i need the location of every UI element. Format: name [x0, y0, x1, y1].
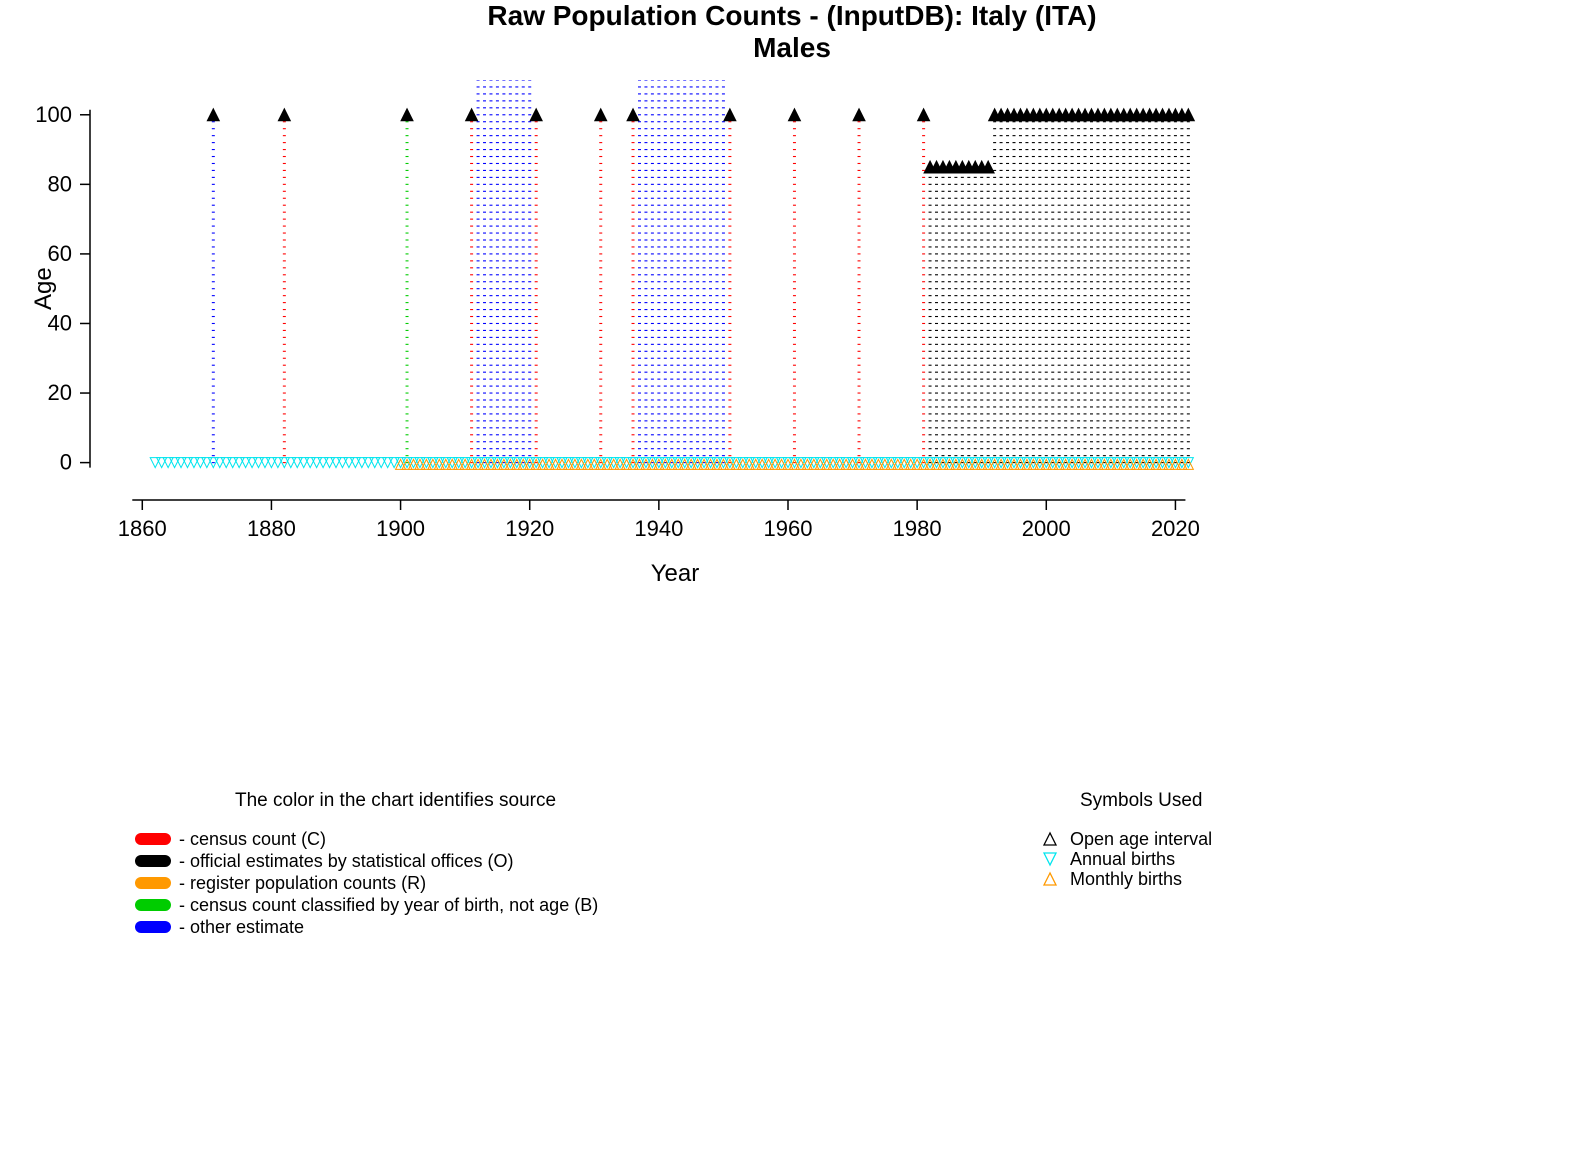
- legend-color-item: - register population counts (R): [135, 874, 426, 892]
- svg-text:0: 0: [60, 450, 72, 475]
- legend-swatch: [135, 921, 171, 933]
- legend-swatch: [135, 899, 171, 911]
- legend-color-label: - other estimate: [179, 918, 304, 936]
- legend-symbol-item: Monthly births: [1040, 870, 1182, 888]
- legend-symbol-item: Open age interval: [1040, 830, 1212, 848]
- legend-symbol-title: Symbols Used: [1080, 790, 1203, 812]
- legend-swatch: [135, 877, 171, 889]
- svg-text:1960: 1960: [764, 516, 813, 541]
- svg-text:20: 20: [48, 380, 72, 405]
- legend-color-label: - census count classified by year of bir…: [179, 896, 598, 914]
- svg-text:2020: 2020: [1151, 516, 1200, 541]
- legend-symbol-label: Open age interval: [1070, 830, 1212, 848]
- svg-text:1900: 1900: [376, 516, 425, 541]
- legend-color-label: - census count (C): [179, 830, 326, 848]
- legend-swatch: [135, 855, 171, 867]
- legend-symbol-item: Annual births: [1040, 850, 1175, 868]
- legend-symbol-label: Monthly births: [1070, 870, 1182, 888]
- legend-symbol-label: Annual births: [1070, 850, 1175, 868]
- triangle-up-open-icon: [1040, 871, 1060, 887]
- legend-color-item: - census count (C): [135, 830, 326, 848]
- svg-text:1980: 1980: [893, 516, 942, 541]
- legend-color-title: The color in the chart identifies source: [235, 790, 556, 812]
- svg-text:1880: 1880: [247, 516, 296, 541]
- legend-color-item: - census count classified by year of bir…: [135, 896, 598, 914]
- svg-text:1920: 1920: [505, 516, 554, 541]
- svg-text:60: 60: [48, 241, 72, 266]
- triangle-up-open-icon: [1040, 831, 1060, 847]
- legend-color-label: - official estimates by statistical offi…: [179, 852, 513, 870]
- legend-swatch: [135, 833, 171, 845]
- legend-color-item: - other estimate: [135, 918, 304, 936]
- svg-text:2000: 2000: [1022, 516, 1071, 541]
- svg-text:100: 100: [35, 102, 72, 127]
- svg-text:40: 40: [48, 310, 72, 335]
- legend-color-item: - official estimates by statistical offi…: [135, 852, 513, 870]
- svg-text:1940: 1940: [634, 516, 683, 541]
- svg-text:80: 80: [48, 171, 72, 196]
- population-chart: 1860 1880 1900 1920 1940 1960 1980 2000 2020 0 20 4…: [0, 0, 1584, 700]
- triangle-down-open-icon: [1040, 851, 1060, 867]
- svg-text:1860: 1860: [118, 516, 167, 541]
- legend-color-label: - register population counts (R): [179, 874, 426, 892]
